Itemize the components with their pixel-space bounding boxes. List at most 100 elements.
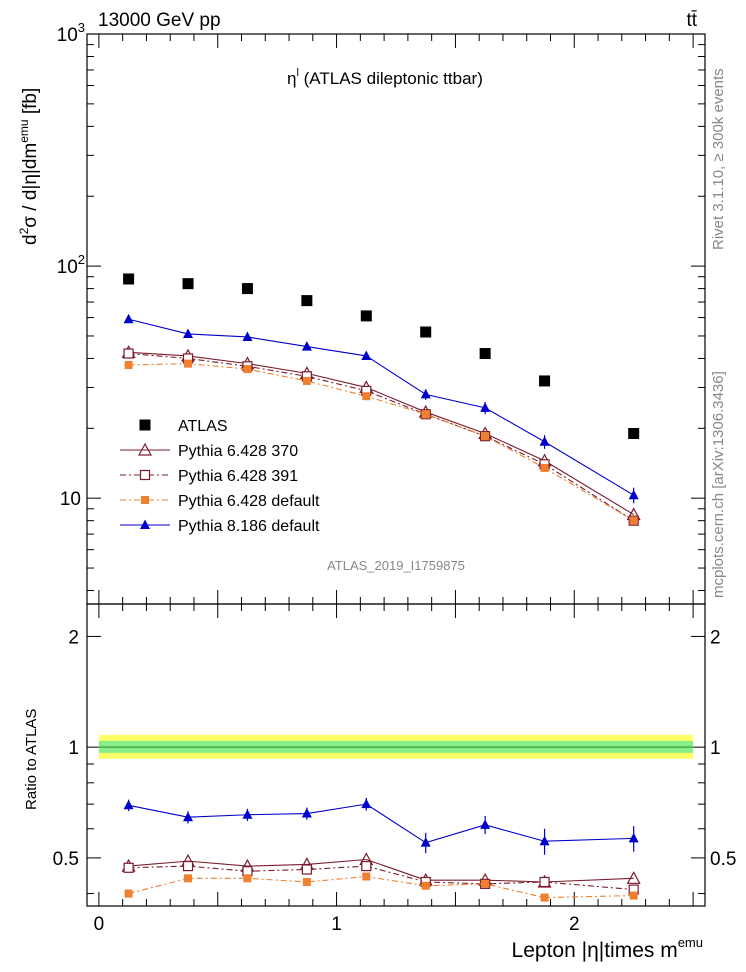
legend-entry: ATLAS bbox=[139, 418, 228, 435]
marker-square-small bbox=[481, 432, 490, 441]
analysis-id: ATLAS_2019_I1759875 bbox=[327, 558, 465, 573]
plot-title: ηl (ATLAS dileptonic ttbar) bbox=[287, 67, 483, 88]
marker-square-open bbox=[301, 864, 312, 875]
marker-triangle bbox=[301, 808, 312, 818]
legend: ATLAS Pythia 6.428 370 Pythia 6.428 391 Pyt… bbox=[120, 418, 320, 535]
marker-square bbox=[241, 283, 253, 295]
marker-square-small bbox=[629, 891, 638, 900]
marker-triangle bbox=[242, 331, 253, 341]
marker-square-open bbox=[182, 860, 194, 872]
marker-triangle bbox=[539, 436, 550, 446]
ratio-line bbox=[128, 858, 634, 883]
marker-square-small bbox=[124, 889, 133, 898]
marker-triangle bbox=[183, 328, 194, 338]
marker-triangle bbox=[361, 350, 372, 360]
legend-label: Pythia 6.428 391 bbox=[178, 468, 298, 485]
ratio-line bbox=[128, 875, 634, 899]
energy-label: 13000 GeV pp bbox=[98, 10, 221, 31]
ratio-line bbox=[128, 803, 634, 844]
ratio-line bbox=[128, 865, 634, 891]
marker-square-small bbox=[141, 496, 149, 504]
side-label-rivet: Rivet 3.1.10, ≥ 300k events bbox=[710, 68, 727, 250]
marker-square-small bbox=[540, 463, 549, 472]
marker-square-small bbox=[362, 392, 371, 401]
legend-entry: Pythia 6.428 391 bbox=[120, 468, 298, 485]
legend-entry: Pythia 6.428 370 bbox=[120, 442, 298, 460]
legend-label: Pythia 8.186 default bbox=[178, 518, 320, 535]
ratio-series-pythia-8-186-default bbox=[123, 797, 639, 855]
side-label-mcplots: mcplots.cern.ch [arXiv:1306.3436] bbox=[710, 371, 727, 598]
y-tick-label: 10 bbox=[60, 489, 81, 510]
marker-triangle bbox=[361, 798, 372, 809]
ratio-tick-label: 0.5 bbox=[53, 849, 79, 870]
marker-square-small bbox=[362, 872, 371, 881]
process-label: tt̄ bbox=[686, 10, 697, 31]
marker-triangle bbox=[123, 313, 134, 324]
marker-triangle bbox=[140, 519, 150, 529]
ratio-tick-label: 1 bbox=[68, 738, 79, 759]
series-pythia-6-428-default bbox=[124, 359, 638, 525]
marker-square bbox=[301, 295, 313, 307]
marker-square-open bbox=[123, 862, 134, 873]
ratio-tick-label-right: 1 bbox=[710, 738, 721, 759]
marker-square bbox=[420, 326, 432, 338]
marker-square bbox=[182, 278, 194, 290]
marker-square bbox=[123, 273, 135, 285]
ratio-plot-frame bbox=[86, 603, 706, 907]
marker-triangle-open bbox=[626, 871, 641, 884]
marker-triangle bbox=[480, 402, 491, 412]
marker-triangle bbox=[420, 837, 431, 847]
x-tick-label: 2 bbox=[569, 914, 580, 935]
legend-entry: Pythia 6.428 default bbox=[120, 493, 320, 510]
x-tick-label: 1 bbox=[331, 914, 342, 935]
marker-square-small bbox=[540, 893, 549, 902]
legend-label: Pythia 6.428 370 bbox=[178, 443, 298, 460]
marker-square bbox=[539, 375, 551, 387]
marker-triangle bbox=[539, 835, 550, 846]
marker-square-open bbox=[361, 860, 372, 872]
marker-square bbox=[360, 310, 372, 322]
marker-triangle bbox=[183, 811, 194, 822]
y-tick-label: 102 bbox=[57, 252, 85, 278]
marker-square-open bbox=[123, 348, 134, 359]
marker-triangle bbox=[242, 809, 253, 819]
marker-triangle bbox=[628, 832, 639, 843]
legend-label: Pythia 6.428 default bbox=[178, 493, 320, 510]
marker-square-small bbox=[481, 879, 490, 888]
marker-square-small bbox=[184, 874, 193, 883]
ratio-tick-label-right: 2 bbox=[710, 627, 721, 648]
x-axis-label: Lepton |η|times memu bbox=[512, 935, 703, 962]
series-atlas bbox=[123, 273, 640, 439]
marker-square-open bbox=[139, 469, 151, 481]
series-pythia-8-186-default bbox=[123, 313, 639, 504]
marker-square bbox=[479, 348, 491, 360]
marker-square-small bbox=[302, 376, 311, 385]
y-axis-label: d2σ / d|η|dmemu [fb] bbox=[17, 88, 41, 245]
marker-triangle bbox=[628, 489, 639, 500]
marker-square-small bbox=[243, 874, 252, 883]
marker-triangle bbox=[480, 819, 491, 829]
marker-square-small bbox=[124, 360, 133, 369]
marker-square-open bbox=[539, 876, 550, 888]
marker-square-small bbox=[184, 359, 193, 368]
marker-square bbox=[139, 419, 151, 431]
marker-square-small bbox=[302, 877, 311, 886]
marker-square bbox=[628, 427, 640, 439]
y-tick-label: 103 bbox=[57, 20, 85, 46]
ratio-tick-label: 2 bbox=[68, 627, 79, 648]
marker-triangle-open bbox=[137, 442, 153, 456]
legend-entry: Pythia 8.186 default bbox=[120, 518, 320, 535]
marker-square-small bbox=[421, 410, 430, 419]
marker-triangle bbox=[301, 341, 312, 351]
legend-label: ATLAS bbox=[178, 418, 228, 435]
marker-square-small bbox=[421, 881, 430, 890]
marker-square-small bbox=[243, 365, 252, 374]
ratio-y-axis-label: Ratio to ATLAS bbox=[23, 709, 40, 810]
ratio-tick-label-right: 0.5 bbox=[710, 849, 736, 870]
x-tick-label: 0 bbox=[94, 914, 105, 935]
marker-square-small bbox=[629, 516, 638, 525]
ratio-series-pythia-6-428-default bbox=[124, 872, 638, 902]
marker-triangle bbox=[123, 799, 134, 810]
marker-triangle bbox=[420, 388, 431, 399]
